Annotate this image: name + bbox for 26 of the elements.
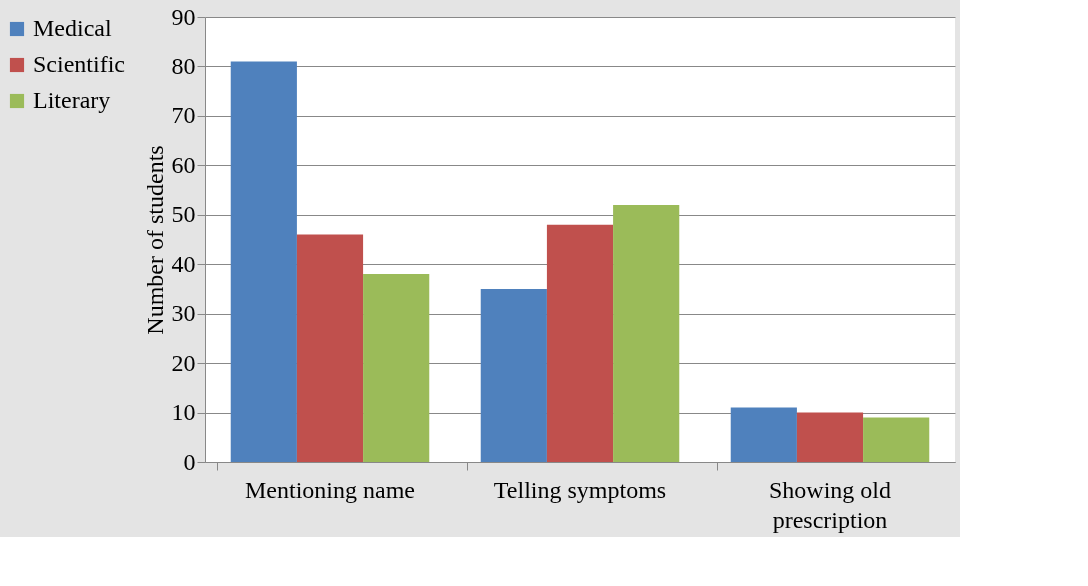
y-axis-title: Number of students — [141, 145, 168, 335]
bar — [730, 407, 797, 462]
legend-label: Literary — [33, 87, 111, 113]
legend-label: Scientific — [33, 51, 125, 77]
y-tick-label: 30 — [171, 300, 196, 327]
bar — [613, 204, 680, 462]
bar — [863, 417, 930, 462]
y-tick-label: 80 — [171, 52, 196, 79]
x-tick-label: Mentioning name — [245, 476, 415, 503]
y-tick-label: 70 — [171, 102, 196, 129]
y-tick-label: 20 — [171, 349, 196, 376]
legend-label: Medical — [33, 15, 112, 41]
y-tick-label: 50 — [171, 201, 196, 228]
x-tick-label: Showing old prescription — [768, 476, 892, 533]
y-tick-label: 60 — [171, 151, 196, 178]
x-tick-label: Telling symptoms — [493, 476, 667, 503]
bar — [480, 288, 547, 462]
bar — [363, 274, 430, 462]
y-tick-label: 10 — [171, 399, 196, 426]
y-tick-label: 40 — [171, 250, 196, 277]
bar — [296, 234, 364, 462]
bar — [230, 61, 297, 462]
y-tick-label: 90 — [171, 3, 196, 30]
y-tick-label: 0 — [183, 448, 196, 475]
bar — [546, 224, 614, 462]
bar — [796, 412, 864, 462]
